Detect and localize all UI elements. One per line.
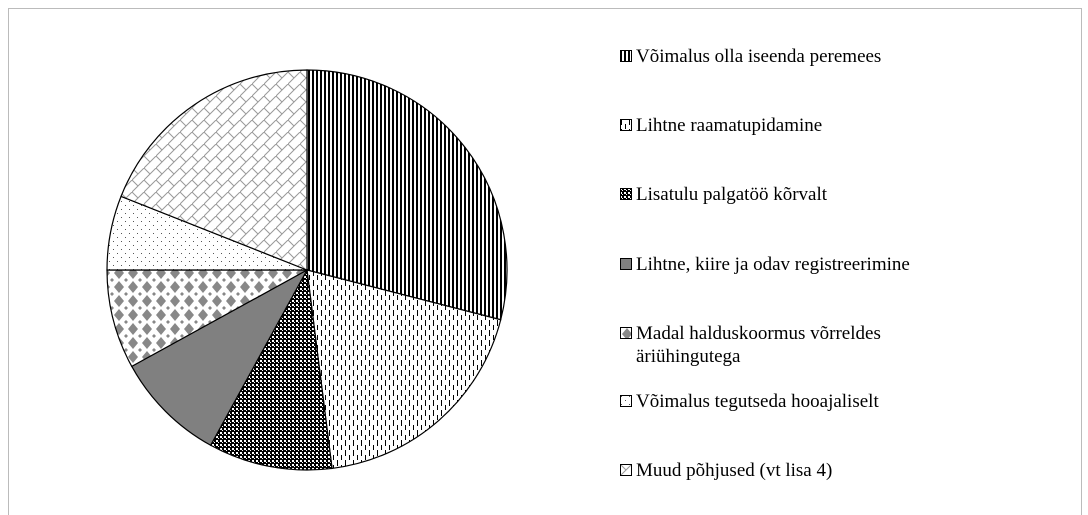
legend-item: Madal halduskoormus võrreldes äriühingut… [620, 322, 966, 368]
chart-frame [8, 8, 1082, 515]
legend-swatch [620, 327, 632, 339]
legend-label: Muud põhjused (vt lisa 4) [636, 460, 833, 481]
legend-swatch [620, 258, 632, 270]
legend-item: Muud põhjused (vt lisa 4) [620, 459, 1076, 482]
legend-label: Madal halduskoormus võrreldes äriühingut… [636, 323, 881, 367]
legend-swatch [620, 395, 632, 407]
legend-label: Lihtne raamatupidamine [636, 115, 823, 136]
legend-item: Lihtne raamatupidamine [620, 114, 1076, 137]
legend-label: Lisatulu palgatöö kõrvalt [636, 184, 828, 205]
legend-label: Võimalus tegutseda hooajaliselt [636, 391, 879, 412]
pie-slice [209, 268, 333, 471]
legend-item: Võimalus olla iseenda peremees [620, 45, 1076, 68]
pie-slice [306, 269, 502, 470]
legend-item: Võimalus tegutseda hooajaliselt [620, 390, 1076, 413]
legend-swatch [620, 464, 632, 476]
legend-swatch [620, 188, 632, 200]
legend-label: Lihtne, kiire ja odav registreerimine [636, 254, 910, 275]
pie-slice [106, 269, 308, 368]
pie-slice [120, 69, 308, 271]
pie-slice [306, 69, 508, 321]
legend-label: Võimalus olla iseenda peremees [636, 46, 882, 67]
legend-item: Lihtne, kiire ja odav registreerimine [620, 253, 1076, 276]
legend-swatch [620, 119, 632, 131]
legend-item: Lisatulu palgatöö kõrvalt [620, 183, 1076, 206]
legend-swatch [620, 50, 632, 62]
pie-slice [130, 268, 309, 447]
